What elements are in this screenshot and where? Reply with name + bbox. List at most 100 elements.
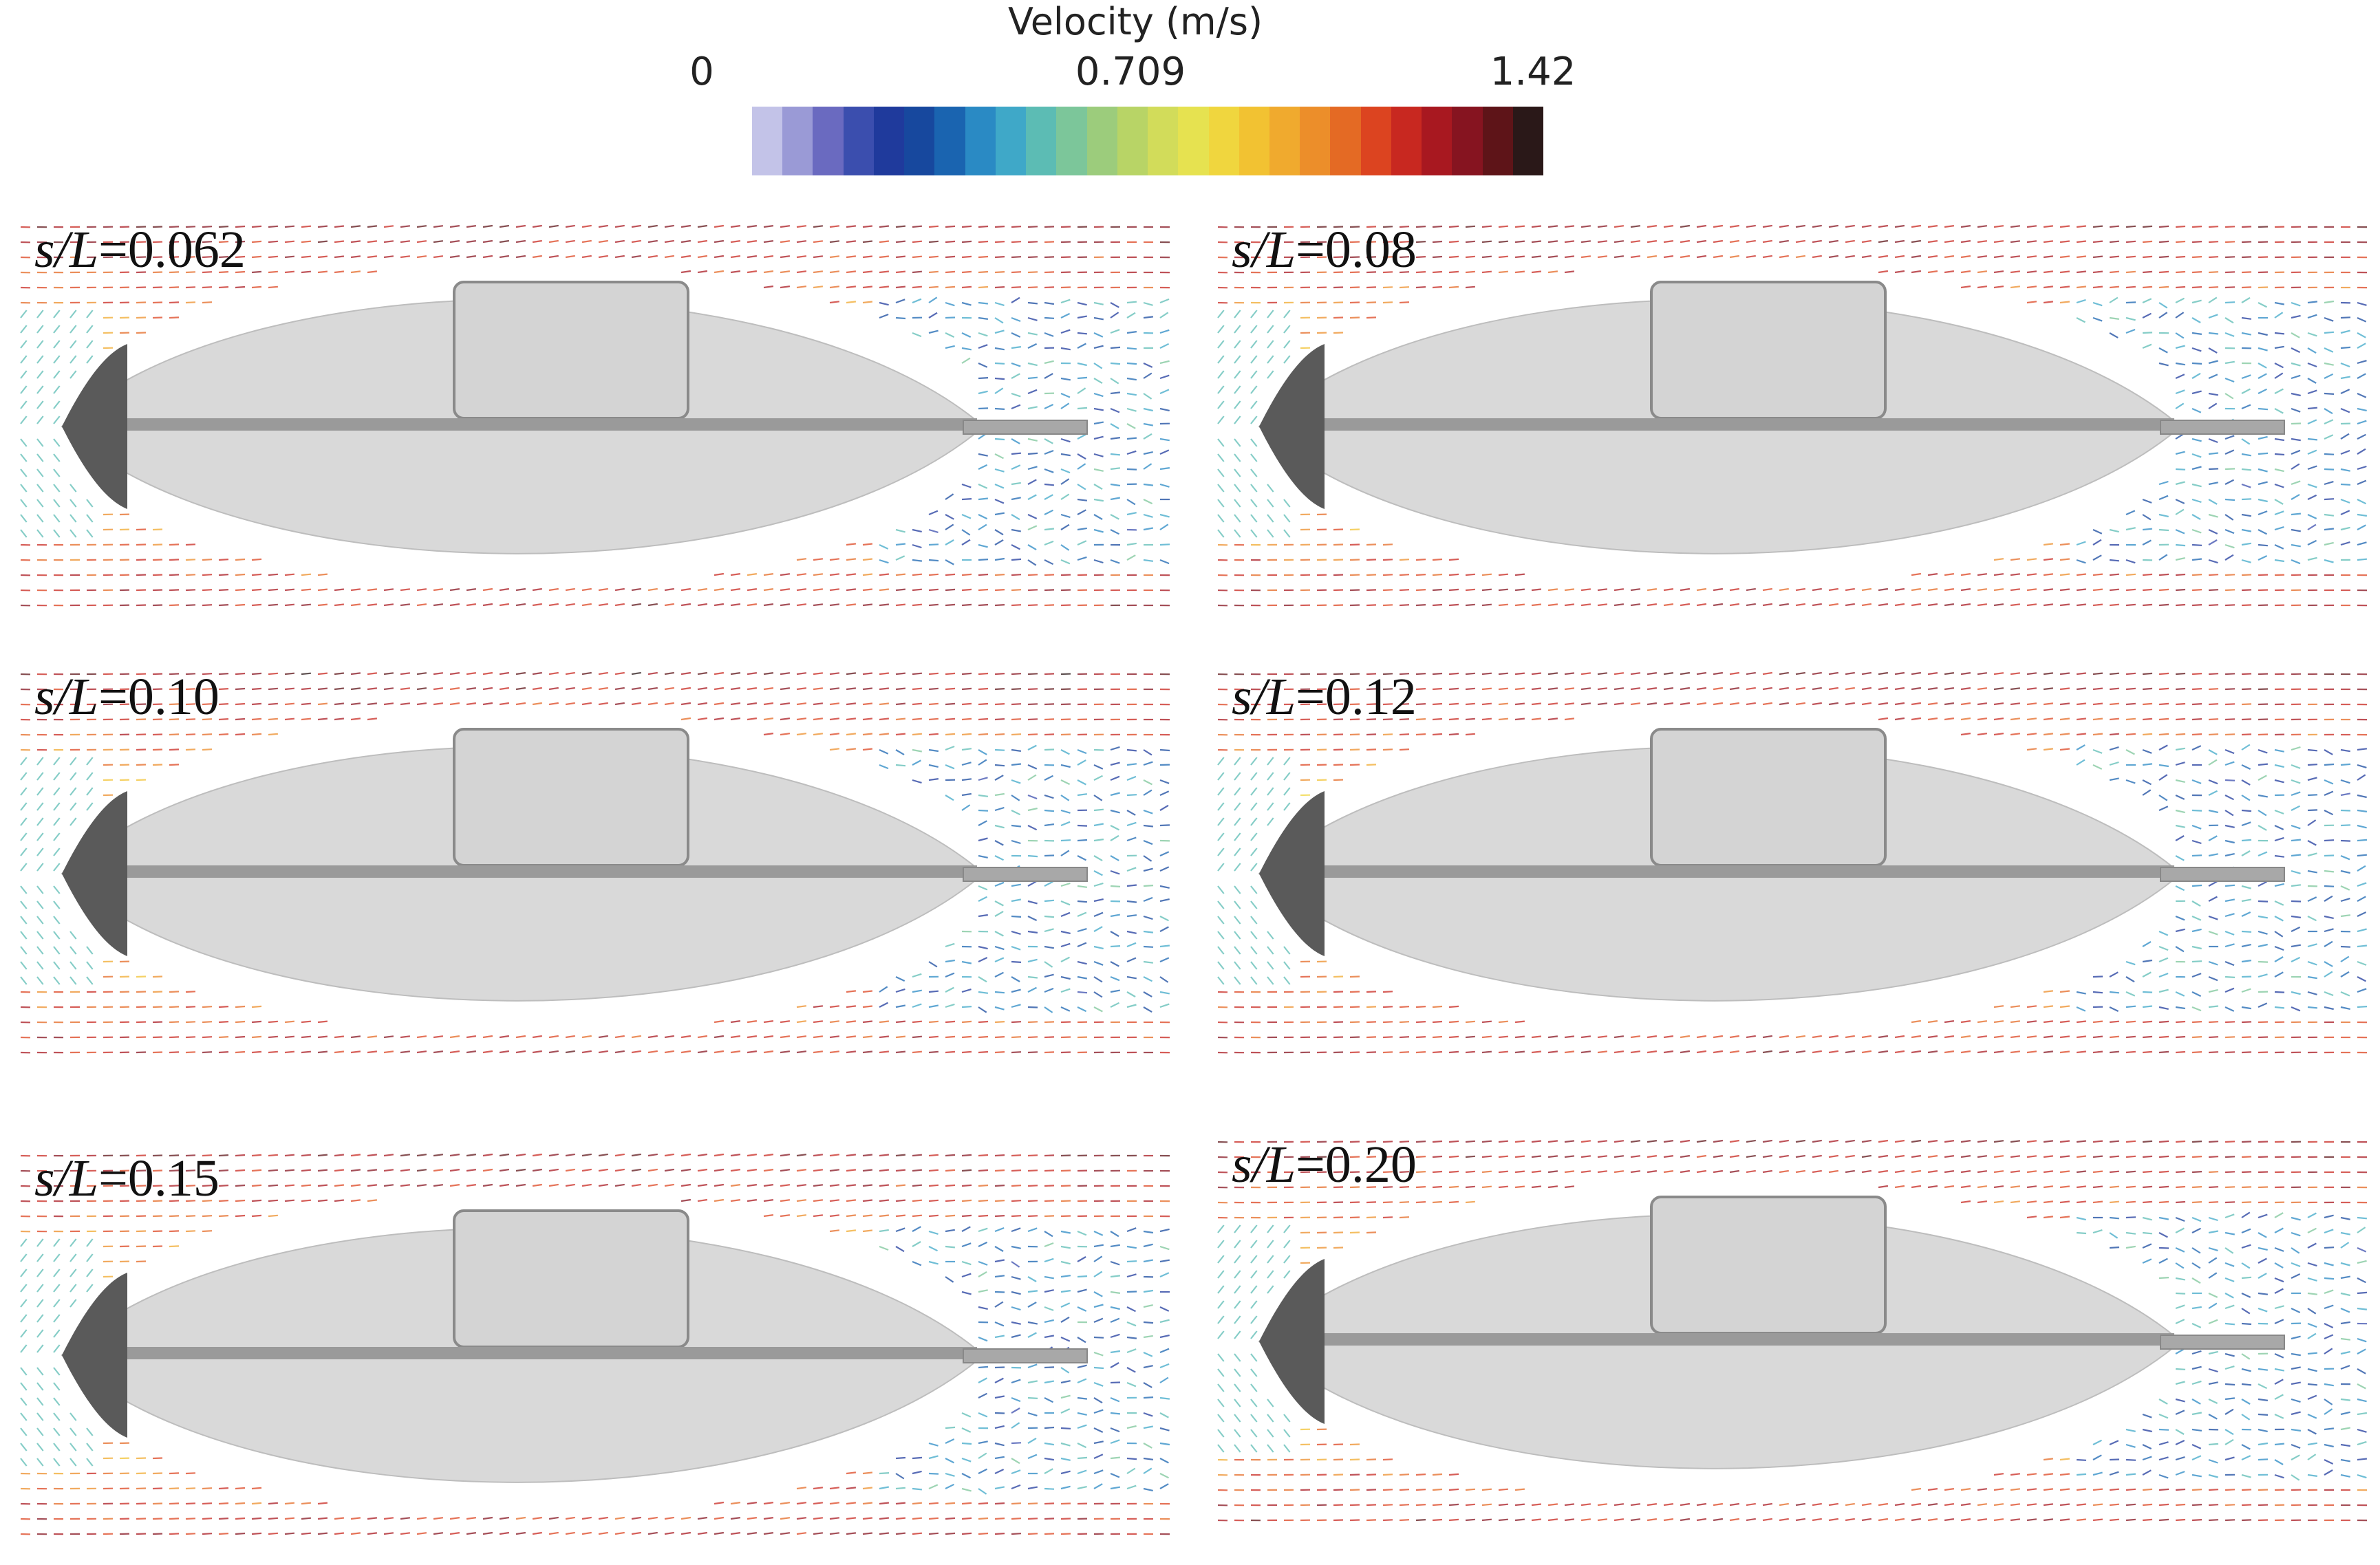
velocity-vector [895, 225, 906, 228]
velocity-vector [2158, 312, 2168, 319]
velocity-vector [36, 772, 44, 781]
velocity-vector [1110, 945, 1121, 948]
velocity-vector [2208, 930, 2218, 936]
velocity-vector [1250, 484, 1258, 493]
velocity-vector [565, 1153, 575, 1157]
velocity-vector [2241, 1399, 2251, 1405]
velocity-vector [1894, 255, 1905, 259]
velocity-vector [1349, 1201, 1360, 1204]
velocity-vector [1110, 825, 1120, 831]
velocity-vector [928, 1004, 939, 1008]
velocity-vector [1250, 355, 1258, 364]
velocity-vector [895, 299, 905, 304]
velocity-vector [1779, 1139, 1789, 1143]
velocity-vector [994, 1321, 1005, 1327]
velocity-vector [2142, 763, 2153, 766]
velocity-vector [978, 1336, 988, 1342]
velocity-vector [2125, 749, 2135, 755]
velocity-vector [1044, 540, 1054, 546]
velocity-vector [1159, 312, 1169, 319]
velocity-vector [862, 1517, 873, 1520]
velocity-vector [1044, 987, 1054, 993]
velocity-vector [1060, 673, 1071, 676]
velocity-vector [2092, 539, 2102, 546]
velocity-vector [2175, 762, 2185, 766]
velocity-vector [2291, 1006, 2301, 1012]
velocity-vector [614, 687, 625, 691]
velocity-vector [53, 1299, 61, 1308]
panel-label: s/L=0.08 [1232, 221, 1417, 279]
velocity-vector [1267, 1285, 1274, 1294]
velocity-vector [1077, 759, 1086, 766]
velocity-vector [350, 225, 361, 228]
velocity-vector [928, 1484, 939, 1490]
velocity-vector [2191, 466, 2202, 471]
velocity-vector [301, 1517, 312, 1520]
velocity-vector [1349, 1171, 1360, 1174]
velocity-vector [1044, 226, 1055, 228]
velocity-vector [268, 1184, 278, 1187]
velocity-vector [2324, 915, 2334, 919]
velocity-vector [2258, 1171, 2269, 1174]
velocity-vector [251, 1532, 262, 1535]
colorbar-swatch [1330, 107, 1361, 175]
velocity-vector [2010, 285, 2021, 289]
velocity-vector [2241, 1262, 2251, 1269]
velocity-vector [961, 1260, 972, 1266]
velocity-vector [680, 1183, 692, 1187]
velocity-vector [1498, 1155, 1509, 1158]
velocity-vector [1250, 900, 1258, 909]
velocity-vector [1382, 991, 1393, 993]
velocity-vector [2191, 241, 2202, 244]
velocity-vector [813, 717, 824, 721]
velocity-vector [36, 1397, 44, 1406]
velocity-vector [136, 1036, 147, 1039]
panel-sl-0-12: s/L=0.12 [1211, 660, 2374, 1073]
velocity-vector [1110, 453, 1121, 456]
velocity-vector [945, 986, 954, 993]
velocity-vector [268, 240, 278, 244]
velocity-vector [895, 764, 906, 767]
velocity-vector [1944, 1020, 1955, 1024]
velocity-vector [2340, 1231, 2351, 1235]
velocity-vector [2026, 672, 2037, 676]
velocity-vector [2043, 687, 2054, 691]
velocity-vector [796, 1214, 807, 1218]
velocity-vector [2175, 1246, 2185, 1253]
velocity-vector [978, 1260, 988, 1266]
velocity-vector [1333, 991, 1344, 993]
velocity-vector [912, 779, 922, 784]
velocity-vector [2010, 702, 2021, 706]
velocity-vector [449, 1532, 460, 1535]
velocity-vector [2307, 438, 2318, 441]
velocity-vector [86, 946, 94, 955]
velocity-vector [1564, 255, 1575, 259]
velocity-vector [1143, 867, 1153, 872]
velocity-vector [20, 1443, 28, 1451]
velocity-vector [2340, 809, 2351, 812]
velocity-vector [978, 1440, 988, 1445]
velocity-vector [1126, 1004, 1137, 1008]
velocity-vector [2059, 301, 2070, 304]
velocity-vector [2274, 1288, 2284, 1294]
velocity-vector [747, 1184, 758, 1187]
velocity-vector [2258, 373, 2267, 379]
velocity-vector [1250, 885, 1258, 894]
velocity-vector [2357, 865, 2366, 872]
velocity-vector [1011, 1275, 1021, 1280]
velocity-vector [136, 1021, 147, 1024]
velocity-vector [1729, 1050, 1739, 1054]
velocity-vector [928, 1455, 939, 1460]
velocity-vector [1366, 718, 1377, 721]
velocity-vector [2274, 510, 2284, 516]
velocity-vector [367, 588, 378, 592]
velocity-vector [796, 1154, 807, 1157]
velocity-vector [1060, 392, 1071, 398]
velocity-vector [2324, 991, 2334, 997]
velocity-vector [846, 270, 857, 274]
velocity-vector [20, 848, 28, 856]
velocity-vector [928, 1532, 939, 1535]
velocity-vector [383, 1154, 394, 1157]
velocity-vector [763, 1154, 774, 1157]
velocity-vector [1044, 494, 1053, 500]
